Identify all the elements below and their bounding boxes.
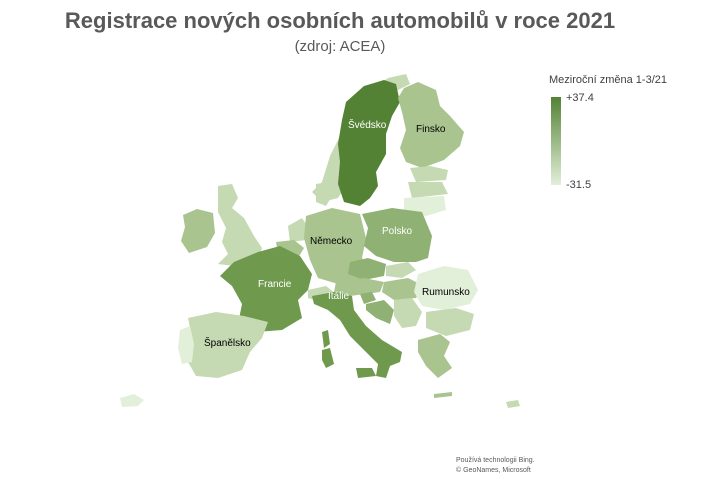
region-corsica [322, 330, 330, 348]
region-greece [418, 334, 452, 378]
chart-title: Registrace nových osobních automobilů v … [64, 8, 616, 33]
region-poland [362, 208, 432, 262]
attribution-line-2: © GeoNames, Microsoft [456, 467, 531, 474]
label-spain: Španělsko [204, 336, 251, 349]
attribution-line-1: Používá technologii Bing. [456, 457, 535, 464]
label-france: Francie [258, 279, 292, 290]
label-sweden: Švédsko [348, 118, 387, 131]
region-serbia [394, 298, 422, 328]
region-slovenia [360, 292, 376, 304]
region-sicily [356, 368, 376, 378]
region-croatia [366, 300, 394, 324]
region-crete [434, 392, 452, 398]
region-cyprus [506, 400, 520, 408]
region-iceland [120, 394, 144, 407]
legend-title: Meziroční změna 1-3/21 [549, 74, 667, 86]
legend-color-scale [551, 97, 561, 185]
region-ireland [181, 209, 215, 253]
label-italy: Itálie [328, 291, 350, 302]
label-finland: Finsko [416, 124, 446, 135]
label-germany: Německo [310, 236, 353, 247]
region-bulgaria [426, 308, 474, 336]
legend-min-label: -31.5 [566, 179, 592, 191]
region-austria [334, 278, 384, 296]
region-finland [398, 82, 464, 168]
region-france [220, 246, 312, 332]
region-sweden [338, 80, 400, 206]
region-slovakia [386, 262, 416, 278]
region-norway [312, 74, 410, 202]
region-portugal [178, 326, 194, 364]
region-denmark [316, 182, 332, 206]
region-czechia [348, 258, 386, 280]
region-estonia [410, 166, 448, 182]
region-italy [312, 292, 402, 378]
label-poland: Polsko [382, 226, 412, 237]
region-romania [414, 266, 478, 310]
map-attribution: Používá technologii Bing. © GeoNames, Mi… [456, 456, 535, 476]
region-spain [186, 312, 268, 378]
label-romania: Rumunsko [422, 287, 470, 298]
region-sardinia [322, 348, 334, 368]
region-uk [218, 184, 262, 266]
region-latvia [408, 182, 448, 198]
legend-max-label: +37.4 [566, 92, 594, 104]
region-hungary [382, 278, 424, 300]
chart-subtitle: (zdroj: ACEA) [294, 38, 386, 55]
